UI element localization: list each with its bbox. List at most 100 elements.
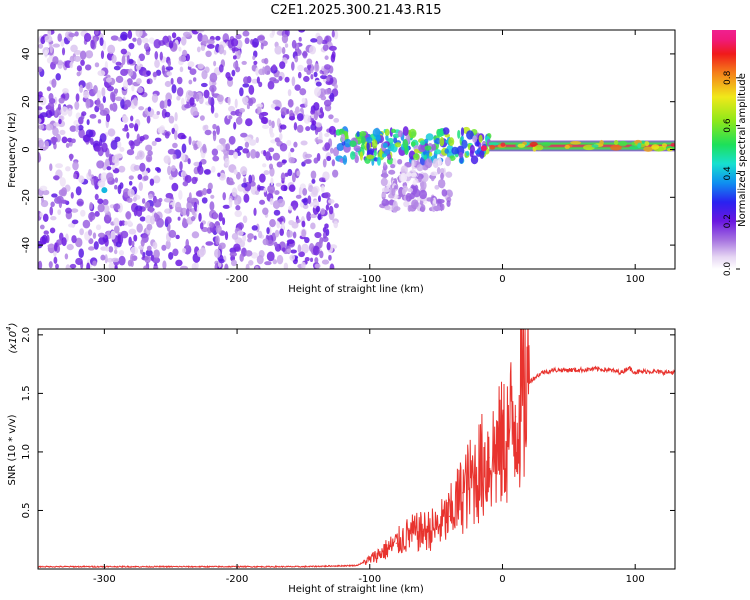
spectrogram-blob [73,55,82,62]
spectrogram-blob [96,98,101,108]
spectrogram-blob [303,159,312,164]
spectrogram-blob [120,230,129,239]
spectrogram-blob [76,71,81,77]
spectrogram-blob [413,148,420,154]
spectrogram-blob [310,63,314,74]
spectrogram-blob [187,158,191,165]
spectrogram-blob [419,140,426,146]
spectrogram-blob [444,148,449,154]
spectrogram-blob [534,144,544,151]
spectrogram-blob [151,140,157,147]
spectrogram-blob [49,163,53,171]
spectrogram-blob [82,219,91,229]
spectrogram-blob [177,216,181,221]
spectrogram-blob [196,140,202,148]
spectrogram-blob [284,43,289,48]
spectrogram-blob [366,154,375,160]
spectrogram-blob [170,165,176,172]
spectrogram-blob [489,144,496,150]
spectrogram-blob [303,75,310,82]
spectrogram-blob [371,139,378,149]
spectrogram-blob [159,100,166,110]
spectrogram-blob [144,255,151,264]
spectrogram-blob [148,205,154,213]
spectrogram-blob [272,152,281,161]
spectrogram-blob [39,96,47,106]
spectrogram-blob [84,64,92,71]
spectrogram-blob [175,259,183,267]
spectrogram-blob [235,33,242,40]
colorbar-gradient [712,30,736,269]
spectrogram-blob [138,53,145,62]
spectrogram-blob [90,137,94,145]
spectrogram-blob [212,155,220,162]
spectrogram-blob [377,156,381,166]
spectrogram-blob [413,188,421,198]
spectrogram-blob [237,145,243,151]
spectrogram-blob [164,111,171,118]
spectrogram-blob [314,257,319,264]
spectrogram-blob [599,139,604,146]
spectrogram-blob [231,187,238,197]
spectrogram-blob [126,220,132,226]
spectrogram-blob [108,246,114,253]
spectrogram-blob [132,196,137,202]
spectrogram-blob [174,111,178,122]
spectrogram-blob [180,134,187,140]
spectrogram-blob [273,241,278,247]
spectrogram-blob [224,263,229,269]
spectrogram-blob [130,253,134,263]
spectrogram-blob [172,142,178,149]
spectrogram-blob [253,207,257,217]
spectrogram-blob [313,157,319,164]
spectrogram-blob [224,231,229,241]
spectrogram-blob [113,203,121,210]
spectrogram-blob [298,186,302,197]
spectrogram-blob [49,206,54,216]
spectrogram-blob [281,221,285,230]
spectrogram-blob [390,164,396,169]
spectrogram-blob [407,205,412,212]
spectrogram-blob [80,59,85,66]
spectrogram-blob [68,223,75,228]
spectrogram-blob [311,178,316,184]
spectrogram-blob [185,238,190,249]
spectrogram-blob [457,129,461,139]
spectrogram-blob [133,234,138,242]
spectrogram-blob [136,86,144,94]
spectrogram-blob [178,189,183,200]
spectrogram-blob [408,128,417,139]
spectrogram-blob [303,197,309,206]
spectrogram-blob [227,149,236,156]
spectrogram-blob [120,48,128,55]
spectrogram-blob [419,189,428,200]
spectrogram-blob [48,92,54,101]
spectrogram-blob [89,202,93,210]
spectrogram-blob [141,170,149,176]
spectrogram-blob [136,37,142,46]
spectrogram-blob [83,32,92,43]
spectrogram-blob [306,211,312,222]
spectrogram-blob [209,201,215,211]
spectrogram-blob [394,142,402,148]
spectrogram-blob [610,144,622,151]
spectrogram-blob [92,232,97,239]
spectrogram-blob [71,219,79,225]
spectrogram-blob [277,198,286,208]
spectrogram-blob [402,188,406,195]
spectrogram-blob [201,197,208,204]
spectrogram-blob [296,113,304,122]
spectrogram-blob [136,208,143,217]
snr-data-point [395,542,397,544]
spectrogram-blob [234,210,242,218]
spectrogram-blob [242,83,250,88]
spectrogram-blob [88,212,96,221]
spectrogram-blob [79,50,87,60]
spectrogram-blob [418,143,426,153]
spectrogram-blob [184,174,192,184]
spectrogram-blob [275,182,282,187]
spectrogram-blob [138,181,143,192]
spectrogram-blob [113,217,120,227]
spectrogram-blob [213,60,217,67]
spectrogram-blob [313,63,320,73]
